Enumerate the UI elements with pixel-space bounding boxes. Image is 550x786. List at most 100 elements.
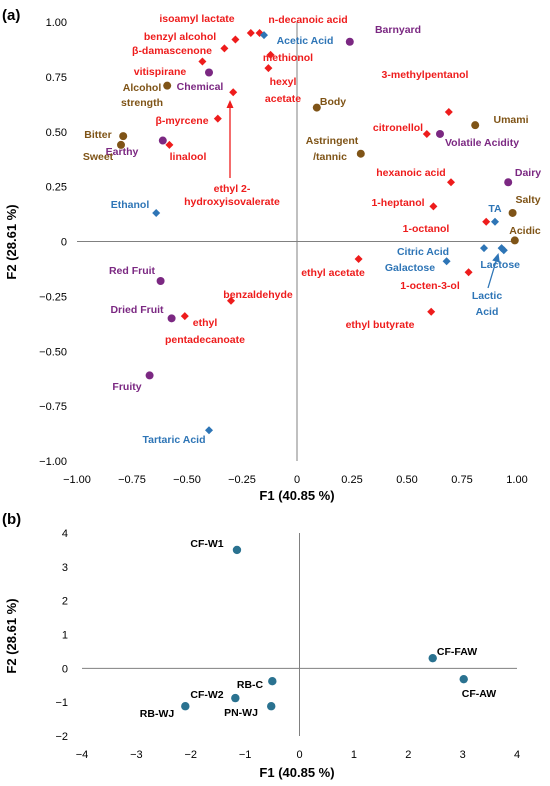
label-ta: TA [488,203,502,215]
label-earthy: Earthy [106,146,139,158]
label-lactic-acid: Acid [476,306,499,318]
label-dairy: Dairy [515,167,541,179]
point-1-octanol [482,217,491,226]
point-3-methylpentanol [444,107,453,116]
label-ethyl-pentadecanoate: ethyl [193,317,218,329]
point-cf-w2 [231,693,240,703]
label-body: Body [320,96,346,108]
panel-a-x-tick-label: 0.75 [451,474,472,486]
panel-a-y-tick-label: 0.50 [46,127,67,139]
label-dried-fruit: Dried Fruit [110,304,164,316]
label-acidic: Acidic [509,225,541,237]
point-vitispirane [198,57,207,66]
point-acidic [510,236,519,245]
panel-a-y-tick-label: −0.75 [39,401,67,413]
label-ethyl-2-hydroxyisovalerate: hydroxyisovalerate [184,196,280,208]
panel-a-y-tick-label: 0 [61,237,67,249]
point-astringent-tannic [356,149,365,158]
label-alcohol-strength: Alcohol [123,82,162,94]
panel-b-y-tick-label: 4 [62,528,68,540]
label-n-decanoic-acid: n-decanoic acid [268,14,347,26]
panel-b-point-labels: CF-W1 CF-FAW CF-AW RB-C CF-W2 RB-WJ PN-WJ [140,538,496,720]
label-methionol: methionol [263,52,313,64]
panel-b-y-tick-label: 2 [62,596,68,608]
label-citronellol: citronellol [373,122,423,134]
point-methionol [266,50,275,59]
label-ethyl-acetate: ethyl acetate [301,267,365,279]
label-barnyard: Barnyard [375,24,421,36]
label-hexyl-acetate: hexyl [270,76,297,88]
point-umami [471,121,480,130]
label-pn-wj: PN-WJ [224,707,258,719]
label-rb-c: RB-C [237,679,264,691]
label-salty: Salty [515,194,540,206]
label-bitter: Bitter [84,129,111,141]
label-damascenone: β-damascenone [132,45,212,57]
point-salty [508,208,517,217]
point-1-heptanol [429,202,438,211]
panel-b-y-axis-title: F2 (28.61 %) [4,598,19,673]
panel-b-axes [82,533,517,736]
label-hexanoic-acid: hexanoic acid [376,167,445,179]
panel-a-x-axis-title: F1 (40.85 %) [259,488,334,503]
panel-a-y-tick-label: −1.00 [39,456,67,468]
point-isoamyl-lactate [246,28,255,37]
point-rb-c [268,676,277,686]
panel-b-x-tick-label: −1 [239,749,252,761]
panel-a-tick-labels: −1.00 −0.75 −0.50 −0.25 0 0.25 0.50 0.75 1.00 1.0… [39,17,528,486]
panel-a: (a) −1.00 −0.75 −0.50 −0.25 0 0.25 0.50 0.75 1.0… [2,7,541,503]
label-lactic-acid: Lactic [472,290,503,302]
point-rb-wj [181,702,190,711]
label-red-fruit: Red Fruit [109,265,156,277]
label-myrcene: β-myrcene [155,115,208,127]
point-ethyl-pentadecanoate [180,312,189,321]
panel-a-y-tick-label: 1.00 [46,17,67,29]
label-1-heptanol: 1-heptanol [371,197,424,209]
point-fruity [145,371,154,380]
point-galactose [442,257,451,266]
label-1-octanol: 1-octanol [403,223,450,235]
label-volatile-acidity: Volatile Acidity [445,137,519,149]
point-chemical [205,68,213,77]
label-1-octen-3-ol: 1-octen-3-ol [400,280,460,292]
panel-a-annotation-arrows [226,100,500,289]
panel-a-x-tick-label: 0.50 [396,474,417,486]
point-1-octen-3-ol [464,268,473,277]
panel-a-x-tick-label: −1.00 [63,474,91,486]
panel-a-x-tick-label: 0.25 [341,474,362,486]
panel-a-point-labels: isoamyl lactate n-decanoic acid benzyl alc… [83,13,541,446]
panel-a-x-tick-label: −0.75 [118,474,146,486]
panel-a-x-tick-label: 0 [294,474,300,486]
point-linalool [165,140,174,149]
panel-b-y-tick-label: 3 [62,562,68,574]
point-acetic-acid [260,31,268,40]
point-volatile-acidity [436,129,444,138]
panel-b-y-tick-label: −2 [55,731,68,743]
point-citric-acid [480,244,488,253]
point-body [312,103,321,112]
panel-a-y-tick-label: 0.75 [46,72,67,84]
point-ethyl-2-hydroxyisovalerate [229,88,238,97]
label-umami: Umami [493,114,528,126]
panel-a-y-tick-label: −0.50 [39,346,67,358]
panel-a-label: (a) [2,7,20,24]
point-benzaldehyde [227,296,235,305]
label-citric-acid: Citric Acid [397,246,449,258]
label-cf-w2: CF-W2 [190,689,223,701]
point-red-fruit [156,277,165,286]
panel-a-x-tick-label: −0.25 [228,474,256,486]
label-cf-faw: CF-FAW [437,646,477,658]
point-myrcene [213,114,222,123]
panel-b-y-tick-label: 0 [62,663,68,675]
panel-b-x-tick-label: −2 [184,749,197,761]
label-acetic-acid: Acetic Acid [277,35,334,47]
point-bitter [119,132,128,141]
panel-b-y-tick-label: −1 [55,697,68,709]
label-hexyl-acetate: acetate [265,93,301,105]
panel-b-x-tick-label: 3 [460,749,466,761]
panel-a-axes [77,22,517,461]
panel-b-x-tick-label: 1 [351,749,357,761]
point-ethanol [152,208,161,217]
point-damascenone [220,44,229,53]
